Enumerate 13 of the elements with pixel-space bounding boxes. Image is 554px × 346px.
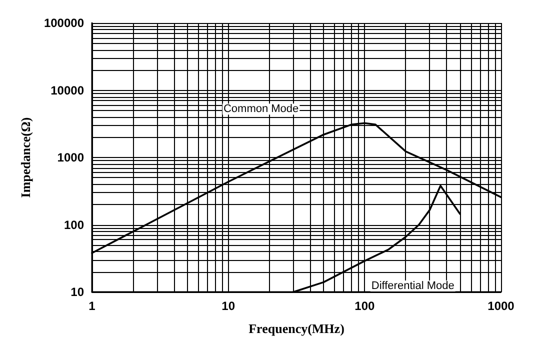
x-tick-label: 10 xyxy=(222,299,236,313)
y-tick-label: 100000 xyxy=(44,16,84,30)
y-tick-label: 10 xyxy=(70,285,84,299)
y-tick-label: 1000 xyxy=(57,150,84,164)
x-tick-label: 1000 xyxy=(488,299,515,313)
text: Common Mode xyxy=(223,103,299,116)
x-axis-title: Frequency(MHz) xyxy=(248,321,344,336)
x-tick-label: 100 xyxy=(354,299,375,313)
y-tick-label: 10000 xyxy=(50,83,84,98)
x-tick-label: 1 xyxy=(88,299,96,313)
y-axis-title: Impedance(Ω) xyxy=(18,117,33,198)
series-label: Differential Mode xyxy=(371,280,454,292)
y-tick-label: 100 xyxy=(64,218,84,232)
